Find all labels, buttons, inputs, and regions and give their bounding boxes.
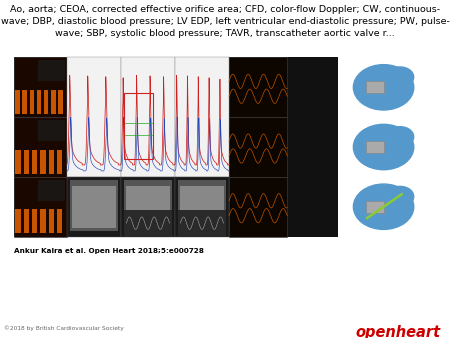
FancyBboxPatch shape	[23, 150, 29, 173]
FancyBboxPatch shape	[36, 90, 41, 114]
FancyBboxPatch shape	[57, 209, 62, 233]
Text: ©2018 by British Cardiovascular Society: ©2018 by British Cardiovascular Society	[4, 325, 124, 331]
FancyBboxPatch shape	[124, 180, 172, 231]
Circle shape	[387, 127, 414, 147]
FancyBboxPatch shape	[49, 209, 54, 233]
Circle shape	[387, 67, 414, 87]
FancyBboxPatch shape	[15, 150, 21, 173]
FancyBboxPatch shape	[15, 209, 21, 233]
FancyBboxPatch shape	[366, 201, 383, 213]
Circle shape	[353, 65, 414, 110]
FancyBboxPatch shape	[37, 180, 65, 201]
FancyBboxPatch shape	[40, 150, 45, 173]
FancyBboxPatch shape	[67, 57, 121, 177]
FancyBboxPatch shape	[180, 186, 224, 228]
FancyBboxPatch shape	[366, 141, 383, 153]
FancyBboxPatch shape	[51, 90, 55, 114]
FancyBboxPatch shape	[72, 186, 116, 228]
FancyBboxPatch shape	[175, 177, 229, 237]
FancyBboxPatch shape	[30, 90, 34, 114]
Circle shape	[353, 184, 414, 230]
FancyBboxPatch shape	[32, 209, 37, 233]
FancyBboxPatch shape	[44, 90, 49, 114]
FancyBboxPatch shape	[32, 150, 37, 173]
FancyBboxPatch shape	[14, 57, 338, 237]
FancyBboxPatch shape	[14, 57, 67, 117]
FancyBboxPatch shape	[15, 90, 20, 114]
FancyBboxPatch shape	[178, 210, 226, 237]
Circle shape	[353, 124, 414, 170]
FancyBboxPatch shape	[49, 150, 54, 173]
FancyBboxPatch shape	[229, 177, 287, 237]
FancyBboxPatch shape	[67, 177, 121, 237]
Circle shape	[387, 186, 414, 207]
Text: Ao, aorta; CEOA, corrected effective orifice area; CFD, color-flow Doppler; CW, : Ao, aorta; CEOA, corrected effective ori…	[0, 5, 450, 39]
FancyBboxPatch shape	[229, 57, 287, 117]
FancyBboxPatch shape	[22, 90, 27, 114]
FancyBboxPatch shape	[70, 180, 118, 231]
FancyBboxPatch shape	[23, 209, 29, 233]
FancyBboxPatch shape	[178, 180, 226, 231]
FancyBboxPatch shape	[37, 61, 65, 81]
FancyBboxPatch shape	[366, 81, 383, 93]
FancyBboxPatch shape	[58, 90, 63, 114]
FancyBboxPatch shape	[121, 57, 175, 177]
FancyBboxPatch shape	[126, 186, 170, 228]
FancyBboxPatch shape	[124, 210, 172, 237]
FancyBboxPatch shape	[175, 57, 229, 177]
Text: openheart: openheart	[356, 325, 441, 338]
FancyBboxPatch shape	[57, 150, 62, 173]
FancyBboxPatch shape	[37, 120, 65, 141]
FancyBboxPatch shape	[14, 177, 67, 237]
FancyBboxPatch shape	[14, 117, 67, 177]
FancyBboxPatch shape	[229, 117, 287, 177]
FancyBboxPatch shape	[121, 177, 175, 237]
Text: Ankur Kalra et al. Open Heart 2018;5:e000728: Ankur Kalra et al. Open Heart 2018;5:e00…	[14, 248, 203, 255]
FancyBboxPatch shape	[40, 209, 45, 233]
